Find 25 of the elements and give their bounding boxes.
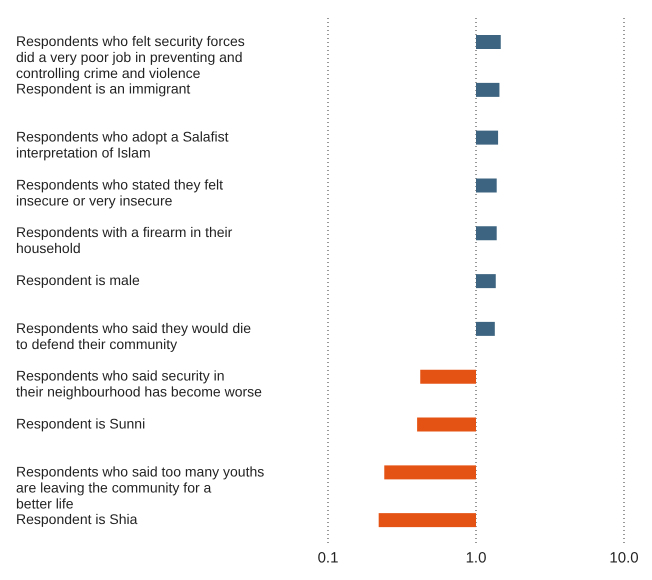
bar [378,513,476,528]
y-tick-label: Respondents who said they would die to defend their community [16,320,252,352]
bar [476,35,501,49]
y-tick-label: Respondents who felt security forces did a very poor job in preventing and controlling crime and violence [16,32,245,81]
bar [476,178,497,192]
y-tick-label: Respondents with a firearm in their household [16,224,233,256]
bar [420,370,476,384]
bar [476,130,498,145]
y-tick-label: Respondents who said too many youths are leaving the community for a better life [16,462,264,511]
y-tick-label: Respondents who stated they felt insecure or very insecure [16,176,224,208]
y-tick-label: Respondent is an immigrant [16,80,190,96]
y-tick-label: Respondent is Shia [16,510,138,527]
bar [476,274,496,288]
y-tick-label: Respondent is Sunni [16,415,146,432]
x-tick-label: 0.1 [318,550,338,567]
bar [384,465,476,480]
x-tick-label: 10.0 [609,550,639,567]
y-tick-label: Respondent is male [16,272,140,288]
bar [417,418,476,432]
bar [476,226,497,240]
bar [476,82,500,97]
y-tick-label: Respondents who said security in their neighbourhood has become worse [16,367,262,400]
x-tick-label: 1.0 [466,550,486,567]
y-tick-label: Respondents who adopt a Salafist interpretation of Islam [16,128,229,160]
bar [476,322,495,336]
